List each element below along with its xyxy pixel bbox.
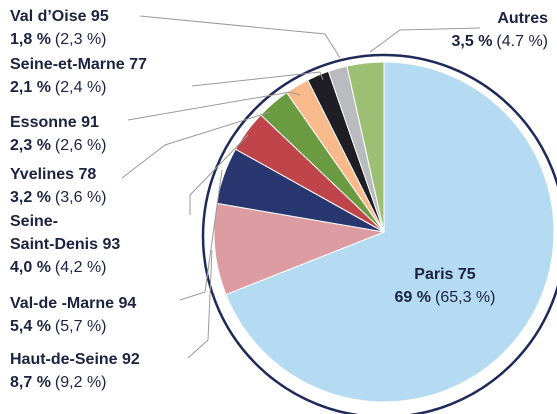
slice-label: Seine- Saint-Denis 93 4,0 % (4,2 %) (10, 210, 120, 279)
slice-label: Haut-de-Seine 92 8,7 % (9,2 %) (10, 348, 140, 394)
pie-slice (213, 202, 386, 296)
value-label: 8,7 % (10, 374, 51, 391)
pie-slice (346, 61, 385, 233)
previous-label: (9,2 %) (54, 374, 107, 391)
previous-label: (5,7 %) (54, 318, 107, 335)
label-name: Seine-et-Marne 77 (10, 56, 147, 73)
value-label: 2,3 % (10, 137, 51, 154)
slice-label: Seine-et-Marne 77 2,1 % (2,4 %) (10, 53, 147, 99)
value-label: 4,0 % (10, 259, 51, 276)
leader-line (179, 169, 223, 301)
leader-line (191, 71, 324, 87)
label-name: Val-de -Marne 94 (10, 295, 137, 312)
previous-label: (2,3 %) (54, 31, 107, 48)
leader-line (369, 27, 481, 53)
value-label: 1,8 % (10, 31, 51, 48)
value-label: 3,5 % (451, 33, 493, 50)
slice-label: Val d’Oise 95 1,8 % (2,3 %) (10, 5, 109, 51)
leader-lines (121, 15, 481, 359)
previous-label: (2,4 %) (54, 79, 107, 96)
label-name: Paris 75 (414, 266, 476, 283)
leader-line (139, 15, 341, 59)
label-name: Seine- Saint-Denis 93 (10, 213, 121, 253)
value-label: 3,2 % (10, 189, 51, 206)
leader-line (189, 134, 249, 215)
previous-label: (2,6 %) (54, 137, 107, 154)
slice-label: Essonne 91 2,3 % (2,6 %) (10, 111, 107, 157)
leader-line (127, 91, 301, 121)
slice-label: Val-de -Marne 94 5,4 % (5,7 %) (10, 292, 136, 338)
label-name: Yvelines 78 (10, 166, 97, 183)
slice-label: Autres 3,5 % (4.7 %) (452, 7, 549, 53)
label-name: Essonne 91 (10, 114, 99, 131)
slice-label: Paris 75 69 % (65,3 %) (345, 263, 545, 309)
previous-label: (4,2 %) (54, 259, 107, 276)
value-label: 5,4 % (10, 318, 51, 335)
previous-label: (4.7 %) (496, 33, 548, 50)
outer-ring (201, 53, 557, 414)
label-name: Val d’Oise 95 (10, 8, 109, 25)
label-name: Haut-de-Seine 92 (10, 351, 140, 368)
value-label: 69 % (394, 289, 431, 306)
previous-label: (65,3 %) (435, 289, 496, 306)
pie-slice (225, 61, 555, 403)
previous-label: (3,6 %) (54, 189, 107, 206)
value-label: 2,1 % (10, 79, 51, 96)
leader-line (121, 111, 271, 179)
leader-line (187, 249, 213, 359)
label-name: Autres (497, 10, 548, 27)
slice-label: Yvelines 78 3,2 % (3,6 %) (10, 163, 107, 209)
